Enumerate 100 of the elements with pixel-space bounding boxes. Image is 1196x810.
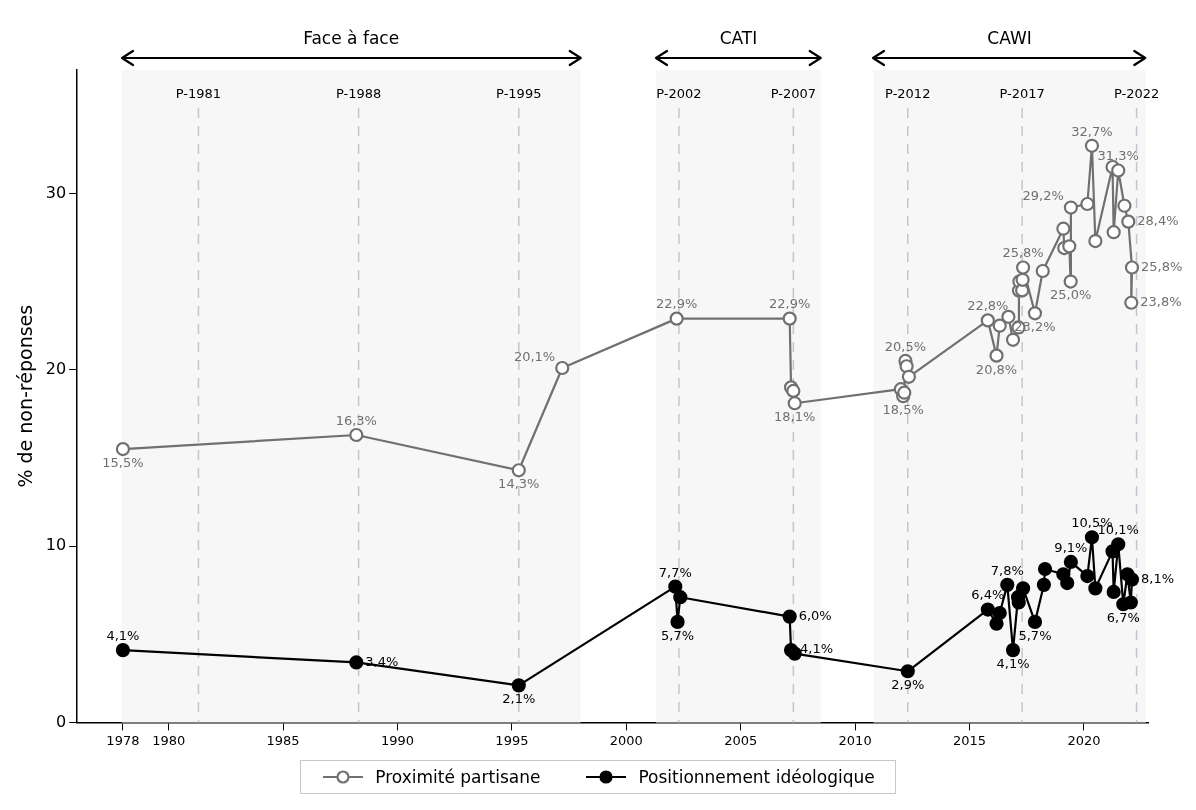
- point: [989, 348, 1004, 363]
- point: [1088, 581, 1103, 596]
- point: [1000, 577, 1015, 592]
- ref-line-label: P-1981: [175, 86, 222, 102]
- legend-label: Positionnement idéologique: [638, 767, 875, 787]
- point: [511, 463, 526, 478]
- data-label: 25,8%: [1140, 258, 1183, 274]
- data-label: 5,7%: [661, 627, 695, 643]
- data-label: 25,0%: [1050, 287, 1092, 303]
- point: [349, 655, 364, 670]
- data-label: 16,3%: [335, 412, 377, 428]
- data-label: 4,1%: [800, 641, 834, 657]
- point: [1035, 263, 1050, 279]
- x-tick-label: 1980: [152, 732, 186, 748]
- point: [673, 590, 688, 605]
- data-label: 22,8%: [967, 298, 1009, 314]
- point: [1124, 295, 1139, 310]
- x-tick-label: 1995: [495, 732, 529, 748]
- point: [511, 678, 526, 693]
- point: [1027, 306, 1043, 321]
- x-tick-label: 2000: [609, 732, 643, 748]
- data-label: 15,5%: [102, 454, 144, 470]
- band-label: CAWI: [987, 27, 1032, 48]
- point: [980, 313, 995, 328]
- data-label: 2,9%: [891, 677, 925, 693]
- data-label: 6,0%: [798, 607, 832, 623]
- point: [1124, 260, 1140, 275]
- ref-line-label: P-2012: [885, 86, 931, 102]
- point: [1123, 595, 1138, 610]
- point: [555, 360, 570, 376]
- data-label: 4,1%: [106, 627, 140, 643]
- point: [1117, 198, 1132, 213]
- point: [1063, 554, 1078, 570]
- point: [1015, 260, 1031, 275]
- data-label: 6,4%: [971, 587, 1005, 603]
- ref-line-label: P-2017: [999, 86, 1045, 102]
- data-label: 28,4%: [1137, 213, 1179, 229]
- data-label: 8,1%: [1140, 570, 1175, 586]
- point: [1037, 561, 1053, 577]
- data-label: 7,7%: [658, 564, 692, 580]
- x-tick-label: 1978: [106, 732, 140, 748]
- point: [1005, 643, 1021, 658]
- y-axis-title: % de non-réponses: [14, 304, 37, 488]
- y-tick-label: 0: [55, 711, 67, 731]
- point: [1106, 225, 1121, 240]
- point: [1080, 568, 1095, 584]
- point: [787, 646, 802, 661]
- point: [1124, 572, 1140, 587]
- point: [897, 385, 912, 400]
- x-tick-label: 2015: [952, 732, 987, 748]
- ref-line-label: P-2022: [1113, 86, 1160, 102]
- x-tick-label: 1985: [266, 732, 300, 748]
- data-label: 29,2%: [1022, 188, 1064, 204]
- point: [1063, 200, 1078, 215]
- point: [980, 602, 995, 617]
- point: [669, 311, 684, 326]
- data-label: 23,8%: [1140, 294, 1182, 310]
- data-label: 7,8%: [990, 562, 1024, 578]
- point: [1121, 214, 1136, 229]
- band-label: Face à face: [303, 27, 400, 48]
- ref-line-label: P-2002: [656, 86, 702, 102]
- point: [1001, 309, 1016, 324]
- data-label: 31,3%: [1097, 148, 1139, 164]
- data-label: 2,1%: [502, 691, 536, 707]
- x-tick-label: 2005: [724, 732, 758, 748]
- point: [1036, 577, 1051, 592]
- point: [782, 311, 797, 326]
- data-label: 18,1%: [774, 409, 816, 425]
- x-tick-label: 1990: [380, 732, 415, 748]
- point: [115, 643, 131, 658]
- data-label: 20,5%: [884, 338, 927, 354]
- point: [1106, 584, 1121, 600]
- point: [782, 609, 797, 624]
- point: [1088, 233, 1103, 249]
- point: [786, 383, 801, 399]
- legend-label: Proximité partisane: [375, 767, 541, 787]
- point: [787, 396, 802, 411]
- y-tick-label: 10: [45, 535, 67, 555]
- data-label: 5,7%: [1018, 627, 1052, 643]
- data-label: 14,3%: [498, 476, 540, 492]
- point: [1015, 581, 1031, 596]
- point: [115, 442, 131, 457]
- data-label: 25,8%: [1002, 245, 1044, 261]
- point: [900, 664, 915, 679]
- ref-line-label: P-1988: [335, 86, 382, 102]
- ref-line-label: P-1995: [496, 86, 542, 102]
- point: [1111, 537, 1126, 552]
- point: [1056, 221, 1071, 236]
- point: [1062, 239, 1077, 254]
- point: [901, 369, 916, 384]
- data-label: 18,5%: [882, 402, 924, 418]
- ref-line-label: P-2007: [770, 86, 817, 102]
- data-label: 20,8%: [975, 361, 1018, 377]
- band-label: CATI: [719, 27, 758, 48]
- point: [1005, 332, 1021, 347]
- x-tick-label: 2010: [838, 732, 872, 748]
- point: [1027, 614, 1043, 629]
- data-label: 22,9%: [655, 296, 698, 312]
- point: [1111, 163, 1126, 178]
- data-label: 9,1%: [1054, 539, 1088, 555]
